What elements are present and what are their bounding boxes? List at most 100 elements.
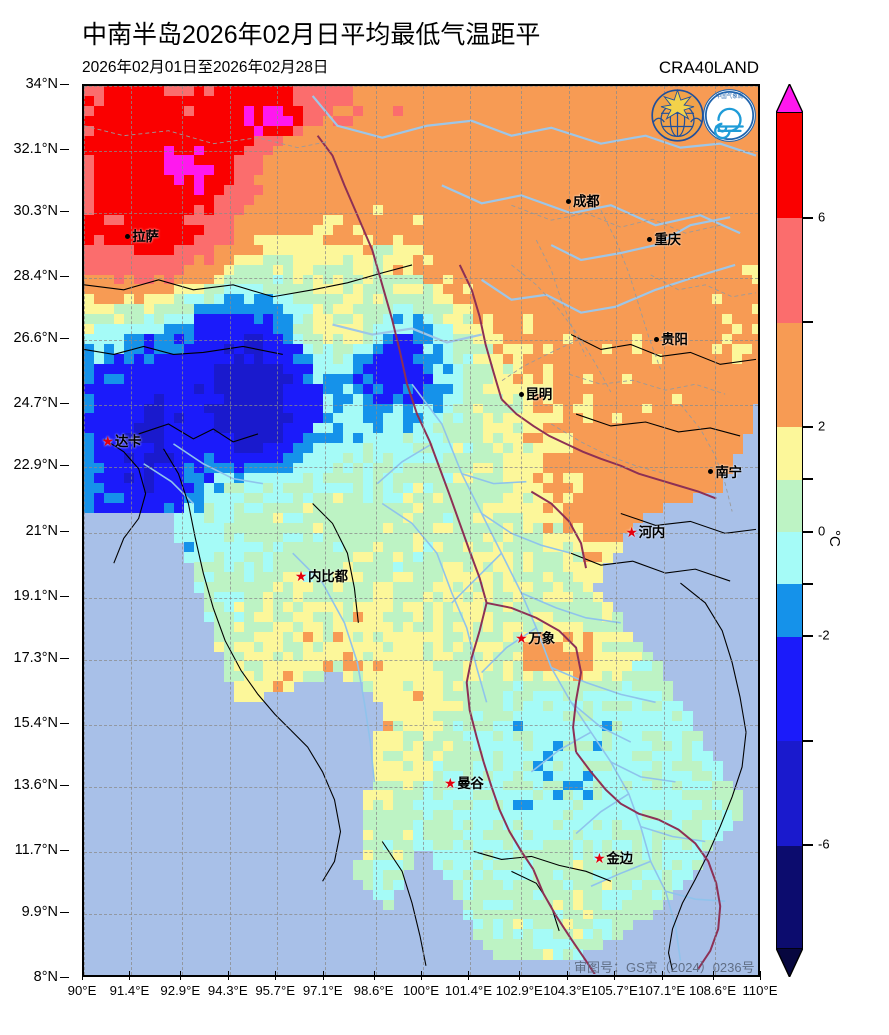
raster-cell [552, 86, 564, 97]
raster-cell [692, 334, 703, 345]
raster-cell [243, 185, 255, 196]
raster-cell [363, 145, 374, 157]
raster-cell [592, 145, 604, 157]
raster-cell [622, 254, 633, 266]
raster-cell [153, 224, 165, 236]
y-axis-tick-label: 28.4°N [13, 268, 59, 285]
raster-cell [103, 195, 115, 206]
raster-cell [413, 343, 424, 355]
raster-cell [253, 314, 265, 325]
raster-cell [233, 224, 245, 236]
raster-cell [472, 175, 484, 186]
raster-cell [243, 334, 255, 345]
raster-cell [462, 214, 474, 226]
raster-cell [732, 284, 743, 295]
raster-cell [323, 185, 334, 196]
raster-cell [313, 135, 324, 147]
raster-cell [193, 115, 205, 127]
raster-cell [632, 314, 643, 325]
raster-cell [702, 244, 713, 256]
raster-cell [143, 105, 155, 117]
raster-cell [183, 254, 195, 266]
raster-cell [452, 185, 464, 196]
raster-cell [273, 205, 284, 216]
raster-cell [393, 125, 404, 137]
raster-cell [253, 135, 265, 147]
raster-cell [293, 205, 304, 216]
y-axis-tick-label: 9.9°N [21, 903, 58, 920]
raster-cell [383, 324, 394, 335]
raster-cell [383, 314, 394, 325]
raster-cell [642, 274, 653, 286]
map-plot-area[interactable]: 拉萨 ★达卡 成都 重庆 贵阳 昆明 南宁 ★河内 ★内比都 ★万象 ★曼谷 ★金边 [82, 84, 760, 977]
raster-cell [502, 155, 514, 166]
raster-cell [742, 175, 753, 186]
raster-cell [293, 115, 304, 127]
raster-cell [672, 304, 683, 315]
raster-cell [472, 86, 484, 97]
raster-cell [233, 86, 245, 97]
raster-cell [243, 125, 255, 137]
raster-cell [642, 244, 653, 256]
raster-cell [103, 274, 115, 286]
raster-cell [552, 254, 564, 266]
raster-cell [283, 254, 294, 266]
raster-cell [213, 314, 225, 325]
raster-cell [263, 254, 275, 266]
raster-cell [363, 185, 374, 196]
city-name: 内比都 [308, 569, 348, 586]
raster-cell [123, 324, 135, 335]
raster-cell [732, 185, 743, 196]
raster-cell [123, 294, 135, 305]
raster-cell [323, 254, 334, 266]
raster-cell [542, 115, 554, 127]
raster-cell [123, 264, 135, 276]
raster-cell [183, 115, 195, 127]
raster-cell [253, 86, 265, 97]
raster-cell [403, 254, 414, 266]
raster-cell [203, 205, 215, 216]
raster-cell [133, 165, 145, 176]
raster-cell [542, 234, 554, 246]
raster-cell [602, 214, 614, 226]
raster-cell [413, 205, 424, 216]
raster-cell [143, 125, 155, 137]
raster-cell [373, 254, 384, 266]
raster-cell [572, 274, 584, 286]
raster-cell [722, 145, 733, 157]
raster-cell [542, 205, 554, 216]
city-dot-icon [708, 469, 714, 475]
raster-cell [632, 205, 643, 216]
raster-cell [602, 115, 614, 127]
city-name: 金边 [606, 851, 633, 868]
raster-cell [472, 214, 484, 226]
raster-cell [642, 155, 653, 166]
raster-cell [622, 115, 633, 127]
raster-cell [223, 254, 235, 266]
raster-cell [442, 115, 454, 127]
raster-cell [163, 145, 175, 157]
raster-cell [662, 175, 673, 186]
raster-cell [243, 195, 255, 206]
raster-cell [682, 145, 693, 157]
raster-cell [303, 105, 314, 117]
y-axis-tick-mark [60, 338, 69, 340]
raster-cell [572, 314, 584, 325]
x-axis-tick-label: 110°E [742, 983, 778, 998]
raster-cell [692, 343, 703, 355]
raster-cell [153, 244, 165, 256]
raster-cell [313, 314, 324, 325]
raster-cell [303, 284, 314, 295]
raster-cell [293, 224, 304, 236]
raster-cell [462, 324, 474, 335]
raster-cell [203, 334, 215, 345]
raster-cell [173, 343, 185, 355]
raster-cell [512, 244, 524, 256]
raster-cell [383, 264, 394, 276]
raster-cell [143, 95, 155, 107]
raster-cell [482, 185, 494, 196]
raster-cell [93, 135, 105, 147]
raster-cell [103, 125, 115, 137]
raster-cell [293, 343, 304, 355]
raster-cell [512, 145, 524, 157]
